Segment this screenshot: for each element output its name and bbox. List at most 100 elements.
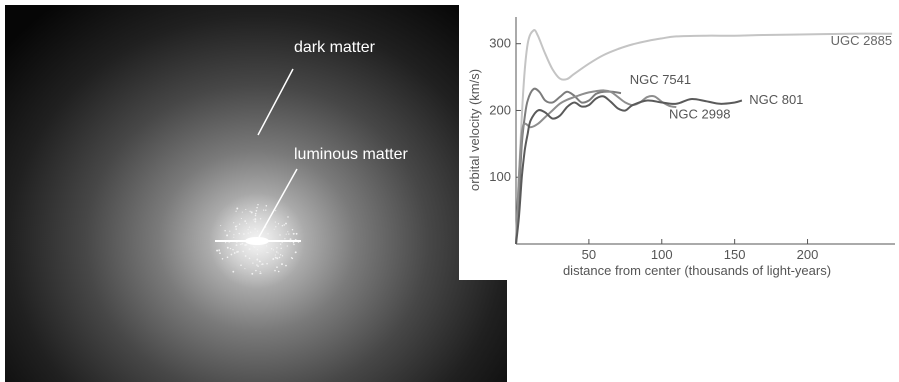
halo-star-dot	[250, 211, 253, 214]
halo-star-dot	[240, 217, 242, 220]
halo-star-dot	[248, 226, 250, 228]
halo-star-dot	[254, 228, 256, 230]
halo-star-dot	[238, 232, 241, 235]
halo-star-dot	[218, 249, 220, 252]
halo-star-dot	[256, 253, 259, 255]
halo-star-dot	[279, 243, 282, 245]
halo-star-dot	[234, 225, 237, 228]
halo-star-dot	[259, 271, 261, 273]
halo-star-dot	[242, 250, 245, 253]
halo-star-dot	[218, 249, 220, 251]
halo-star-dot	[294, 251, 297, 254]
halo-star-dot	[226, 256, 229, 259]
halo-star-dot	[248, 248, 251, 251]
halo-star-dot	[278, 256, 281, 259]
halo-star-dot	[244, 255, 247, 257]
halo-star-dot	[290, 238, 292, 240]
y-tick-label: 300	[489, 36, 511, 51]
halo-star-dot	[265, 209, 267, 211]
halo-star-dot	[266, 251, 268, 254]
halo-star-dot	[229, 230, 231, 232]
x-tick-label: 100	[651, 247, 673, 262]
galaxy-illustration: dark matter luminous matter	[5, 5, 507, 382]
halo-star-dot	[285, 222, 287, 225]
halo-star-dot	[277, 252, 279, 254]
halo-star-dot	[236, 207, 239, 210]
halo-star-dot	[276, 257, 279, 260]
halo-star-dot	[260, 272, 262, 274]
halo-star-dot	[274, 221, 276, 223]
halo-star-dot	[293, 243, 295, 246]
halo-star-dot	[233, 222, 235, 224]
halo-star-dot	[263, 209, 265, 211]
halo-star-dot	[244, 268, 246, 270]
halo-star-dot	[255, 269, 257, 272]
halo-star-dot	[233, 252, 236, 254]
halo-star-dot	[233, 236, 235, 238]
series-labels: UGC 2885 NGC 7541 NGC 2998 NGC 801	[630, 33, 892, 121]
halo-star-dot	[267, 233, 269, 235]
halo-star-dot	[233, 234, 235, 236]
halo-star-dot	[241, 242, 244, 245]
luminous-matter-pointer	[258, 168, 298, 238]
halo-star-dot	[276, 266, 278, 269]
halo-star-dot	[226, 234, 229, 237]
halo-star-dot	[257, 265, 259, 267]
halo-star-dot	[272, 249, 275, 251]
halo-star-dot	[279, 254, 282, 256]
halo-star-dot	[253, 245, 255, 248]
halo-star-dot	[219, 252, 221, 255]
halo-star-dot	[253, 246, 256, 248]
halo-star-dot	[245, 243, 248, 246]
dark-matter-label: dark matter	[294, 39, 375, 56]
halo-star-dot	[281, 224, 284, 227]
halo-star-dot	[240, 243, 242, 246]
halo-star-dot	[275, 210, 277, 212]
halo-star-dot	[285, 264, 287, 267]
halo-star-dot	[259, 260, 261, 263]
halo-star-dot	[277, 270, 280, 273]
x-tick-label: 50	[582, 247, 596, 262]
halo-star-dot	[295, 232, 298, 235]
halo-star-dot	[245, 208, 247, 211]
axis-ticks: 50 100 150 200 100 200 300	[489, 36, 818, 262]
halo-star-dot	[256, 206, 258, 209]
halo-star-dot	[276, 246, 278, 249]
halo-star-dot	[224, 230, 226, 232]
halo-star-dot	[272, 258, 275, 260]
halo-star-dot	[273, 228, 275, 230]
halo-star-dot	[245, 222, 248, 224]
halo-star-dot	[235, 244, 238, 246]
halo-star-dot	[277, 223, 280, 225]
halo-star-dot	[240, 264, 242, 266]
series-label-ngc-2998: NGC 2998	[669, 106, 730, 121]
halo-star-dot	[274, 256, 277, 259]
y-tick-label: 100	[489, 169, 511, 184]
halo-star-dot	[252, 262, 254, 264]
rotation-curve-plot: 50 100 150 200 100 200 300 UGC 2885 NGC 7541 NGC…	[467, 17, 895, 278]
halo-star-dot	[270, 248, 273, 250]
halo-star-dot	[241, 211, 243, 213]
halo-star-dot	[247, 232, 249, 234]
halo-star-dot	[291, 257, 294, 260]
halo-star-dot	[291, 228, 294, 231]
halo-star-dot	[226, 246, 229, 249]
series-line-ngc-801	[515, 95, 743, 245]
halo-star-dot	[256, 230, 259, 232]
halo-star-dot	[267, 252, 269, 254]
halo-star-dot	[257, 203, 259, 206]
halo-star-dot	[259, 218, 262, 220]
luminous-matter-label: luminous matter	[294, 146, 408, 163]
halo-star-dot	[251, 272, 254, 275]
halo-star-dot	[256, 248, 259, 251]
halo-star-dot	[275, 226, 277, 228]
halo-star-dot	[238, 223, 241, 225]
luminous-halo-stars	[216, 203, 300, 275]
halo-star-dot	[252, 219, 254, 221]
halo-star-dot	[243, 233, 245, 235]
halo-star-dot	[254, 218, 257, 221]
halo-star-dot	[279, 234, 281, 236]
halo-star-dot	[292, 232, 295, 235]
halo-star-dot	[261, 263, 264, 265]
x-tick-label: 200	[797, 247, 819, 262]
